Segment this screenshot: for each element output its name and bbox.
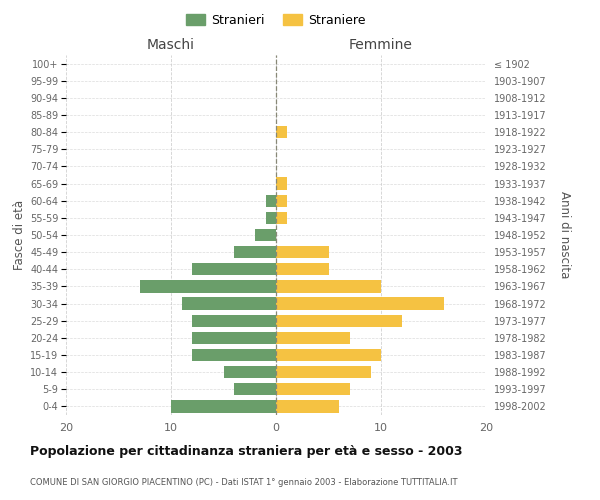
- Bar: [276, 126, 287, 138]
- Bar: [255, 229, 276, 241]
- Bar: [223, 366, 276, 378]
- Bar: [192, 349, 276, 361]
- Bar: [234, 383, 276, 396]
- Legend: Stranieri, Straniere: Stranieri, Straniere: [181, 8, 371, 32]
- Bar: [265, 212, 276, 224]
- Bar: [276, 332, 349, 344]
- Bar: [234, 246, 276, 258]
- Y-axis label: Anni di nascita: Anni di nascita: [557, 192, 571, 278]
- Bar: [192, 314, 276, 327]
- Bar: [276, 246, 329, 258]
- Bar: [139, 280, 276, 292]
- Bar: [276, 263, 329, 276]
- Bar: [276, 178, 287, 190]
- Text: Maschi: Maschi: [147, 38, 195, 52]
- Bar: [192, 263, 276, 276]
- Bar: [265, 194, 276, 207]
- Text: Femmine: Femmine: [349, 38, 413, 52]
- Bar: [276, 298, 444, 310]
- Bar: [276, 349, 381, 361]
- Bar: [171, 400, 276, 412]
- Bar: [276, 400, 339, 412]
- Bar: [276, 366, 371, 378]
- Bar: [182, 298, 276, 310]
- Bar: [276, 280, 381, 292]
- Bar: [192, 332, 276, 344]
- Bar: [276, 314, 402, 327]
- Bar: [276, 383, 349, 396]
- Bar: [276, 194, 287, 207]
- Bar: [276, 212, 287, 224]
- Text: COMUNE DI SAN GIORGIO PIACENTINO (PC) - Dati ISTAT 1° gennaio 2003 - Elaborazion: COMUNE DI SAN GIORGIO PIACENTINO (PC) - …: [30, 478, 458, 487]
- Y-axis label: Fasce di età: Fasce di età: [13, 200, 26, 270]
- Text: Popolazione per cittadinanza straniera per età e sesso - 2003: Popolazione per cittadinanza straniera p…: [30, 445, 463, 458]
